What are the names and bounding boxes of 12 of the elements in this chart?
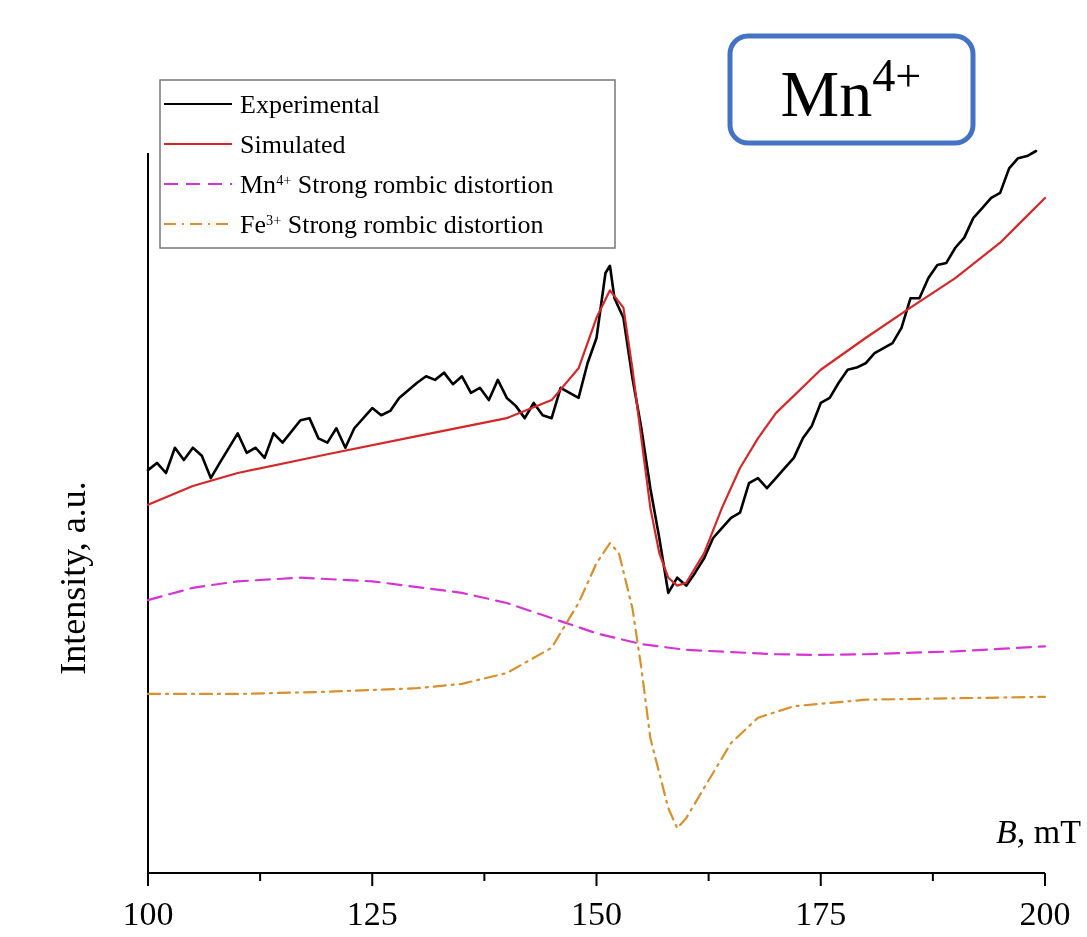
legend-label: Experimental: [240, 90, 381, 119]
x-tick-label: 100: [122, 895, 174, 932]
x-axis-title: B, mT: [996, 813, 1082, 850]
x-tick-label: 200: [1019, 895, 1071, 932]
x-tick-label: 175: [795, 895, 847, 932]
legend-label: Fe$^{3+}$ Strong rombic distortion: [240, 210, 544, 239]
x-tick-label: 150: [571, 895, 622, 932]
text: Mn$^{4+}$: [780, 49, 922, 130]
legend-label: Simulated: [240, 130, 346, 159]
legend-label: Mn$^{4+}$ Strong rombic distortion: [240, 170, 554, 199]
x-tick-label: 125: [346, 895, 398, 932]
y-axis-title: Intensity, a.u.: [53, 481, 93, 675]
